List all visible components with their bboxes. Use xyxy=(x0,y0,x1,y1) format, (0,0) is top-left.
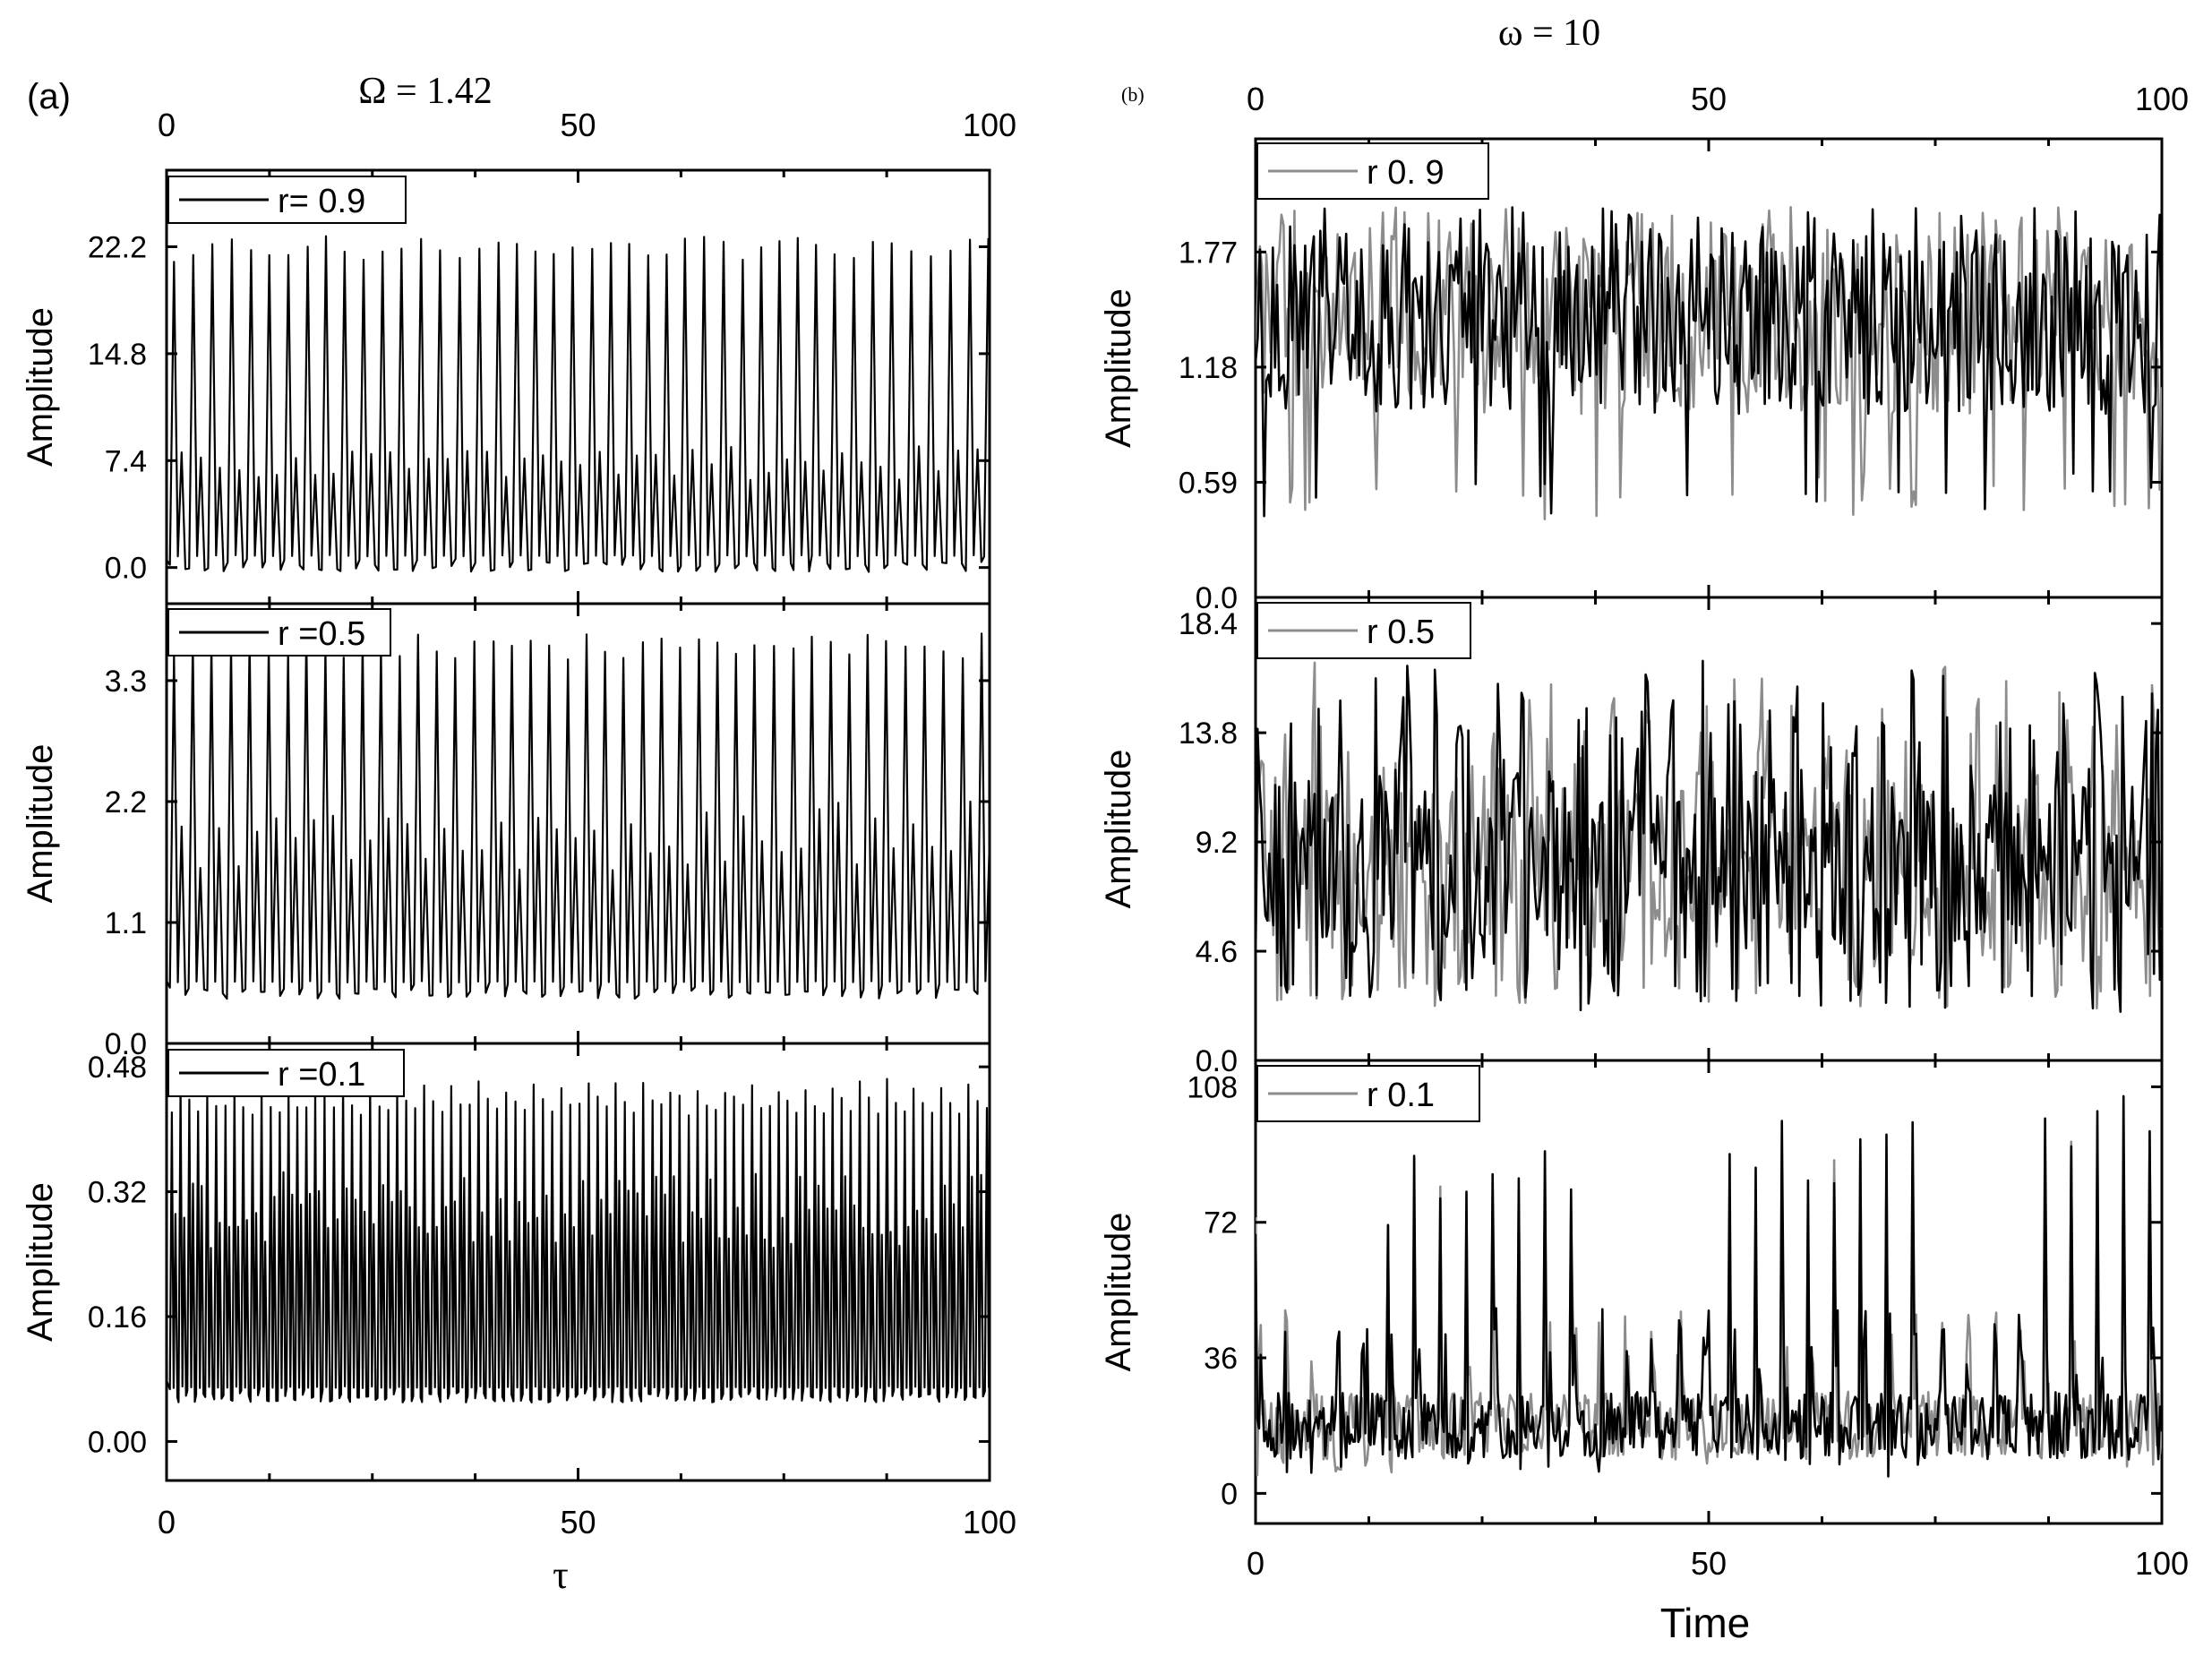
legend: r= 0.9 xyxy=(167,176,407,224)
series-line xyxy=(1256,1094,2162,1478)
y-tick-label: 14.8 xyxy=(88,338,147,372)
panel-b-title: ω = 10 xyxy=(1498,13,1600,54)
legend-label: r= 0.9 xyxy=(278,183,365,220)
y-tick-label: 18.4 xyxy=(1179,607,1238,641)
series-line xyxy=(1256,659,2162,1013)
series-line xyxy=(1256,206,2162,518)
subplot-3: 0.00 0.16 0.32 0.48 Amplitude r =0.1 xyxy=(21,1042,991,1482)
y-tick-label: 0.48 xyxy=(88,1051,147,1085)
top-x-tick-label: 50 xyxy=(560,107,596,143)
panel-a-x-axis-label: τ xyxy=(553,1553,569,1597)
series-line xyxy=(167,235,990,573)
top-x-tick-label: 50 xyxy=(1691,81,1727,117)
y-tick-label: 4.6 xyxy=(1196,935,1238,969)
y-tick-label: 3.3 xyxy=(105,665,147,699)
y-axis-label: Amplitude xyxy=(1099,288,1138,448)
y-axis-label: Amplitude xyxy=(21,1182,60,1342)
subplot-2: 0.0 4.6 9.2 13.8 18.4 Amplitude r 0.5 xyxy=(1099,596,2164,1078)
legend: r =0.1 xyxy=(167,1049,405,1097)
legend-label: r 0.5 xyxy=(1367,614,1435,651)
panel-b-x-axis-label: Time xyxy=(1660,1600,1751,1646)
subplot-2: 0.0 1.1 2.2 3.3 Amplitude r =0.5 xyxy=(21,602,991,1061)
legend: r 0.1 xyxy=(1256,1065,1480,1122)
y-axis-label: Amplitude xyxy=(1099,750,1138,909)
subplot-3: 0 36 72 108 Amplitude r 0.1 xyxy=(1099,1059,2164,1525)
bottom-x-tick-label: 50 xyxy=(560,1504,596,1541)
y-axis-label: Amplitude xyxy=(21,744,60,904)
bottom-x-tick-label: 0 xyxy=(158,1504,176,1541)
y-axis-label: Amplitude xyxy=(1099,1213,1138,1372)
legend-label: r 0. 9 xyxy=(1367,154,1445,192)
bottom-x-tick-label: 0 xyxy=(1247,1545,1265,1582)
y-axis-label: Amplitude xyxy=(21,307,60,467)
panel-a-label: (a) xyxy=(27,77,71,116)
subplot-1: 0.0 7.4 14.8 22.2 Amplitude r= 0.9 xyxy=(21,168,991,605)
top-x-tick-label: 0 xyxy=(158,107,176,143)
y-tick-label: 0.59 xyxy=(1179,466,1238,500)
y-tick-label: 0.00 xyxy=(88,1425,147,1459)
y-tick-label: 2.2 xyxy=(105,785,147,820)
y-tick-label: 1.18 xyxy=(1179,351,1238,385)
panel-a-title: Ω = 1.42 xyxy=(358,71,492,112)
subplot-1: 0.0 0.59 1.18 1.77 Amplitude r 0. 9 xyxy=(1099,137,2164,615)
legend: r 0. 9 xyxy=(1256,142,1489,200)
bottom-x-tick-label: 100 xyxy=(2135,1545,2189,1582)
y-tick-label: 0.0 xyxy=(105,552,147,586)
legend-label: r =0.1 xyxy=(278,1056,365,1094)
y-tick-label: 22.2 xyxy=(88,231,147,265)
y-tick-label: 0 xyxy=(1221,1477,1238,1511)
series-line xyxy=(1256,661,2162,1009)
y-tick-label: 36 xyxy=(1204,1342,1238,1376)
y-tick-label: 9.2 xyxy=(1196,826,1238,860)
y-tick-label: 0.32 xyxy=(88,1176,147,1210)
series-line xyxy=(1256,1125,2162,1477)
panel-a: (a) Ω = 1.42 τ 0 50 100 0 50 100 0.0 7.4 14.8 22.… xyxy=(21,71,1016,1597)
top-x-tick-label: 100 xyxy=(2135,81,2189,117)
y-tick-label: 72 xyxy=(1204,1206,1238,1240)
bottom-x-tick-label: 50 xyxy=(1691,1545,1727,1582)
y-tick-label: 0.0 xyxy=(1196,1044,1238,1078)
y-tick-label: 7.4 xyxy=(105,444,147,478)
top-x-tick-label: 100 xyxy=(963,107,1016,143)
y-tick-label: 0.0 xyxy=(1196,581,1238,615)
legend: r =0.5 xyxy=(167,608,391,657)
top-x-tick-label: 0 xyxy=(1247,81,1265,117)
y-tick-label: 0.16 xyxy=(88,1300,147,1335)
bottom-x-tick-label: 100 xyxy=(963,1504,1016,1541)
legend-label: r 0.1 xyxy=(1367,1077,1435,1114)
y-tick-label: 1.1 xyxy=(105,906,147,940)
legend: r 0.5 xyxy=(1256,602,1471,659)
series-line xyxy=(167,632,990,1000)
legend-label: r =0.5 xyxy=(278,615,365,653)
panel-b-label: (b) xyxy=(1121,83,1145,106)
series-line xyxy=(167,1077,990,1403)
y-tick-label: 13.8 xyxy=(1179,717,1238,751)
panel-b: (b) ω = 10 Time 0 50 100 0 50 100 0.0 0.59 1.18 1… xyxy=(1099,13,2189,1646)
y-tick-label: 108 xyxy=(1187,1070,1238,1104)
y-tick-label: 0.0 xyxy=(105,1027,147,1061)
y-tick-label: 1.77 xyxy=(1179,236,1238,270)
